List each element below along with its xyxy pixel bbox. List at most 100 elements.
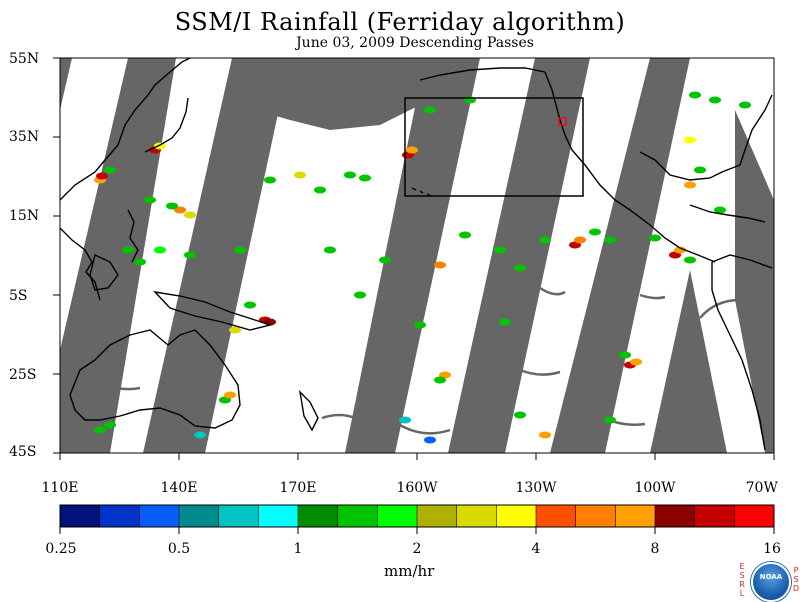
rain-cell-47 <box>714 206 726 214</box>
rain-cell-36 <box>539 236 551 244</box>
colorbar-label-6: 16 <box>763 541 781 557</box>
rain-cell-20 <box>94 426 106 434</box>
rain-cell-44 <box>684 256 696 264</box>
noaa-logo-text: NOAA <box>759 573 783 581</box>
map-subtitle: June 03, 2009 Descending Passes <box>296 35 534 51</box>
swath-gaps <box>60 58 774 453</box>
lat-label-25s: 25S <box>9 367 37 383</box>
rain-cell-1 <box>96 172 108 180</box>
swath-gap-6 <box>550 58 690 453</box>
rain-cell-23 <box>264 176 276 184</box>
rain-cell-13 <box>234 246 246 254</box>
rain-cell-10 <box>154 246 166 254</box>
lon-label-160w: 160W <box>396 480 438 496</box>
swath-gap-0 <box>60 58 72 110</box>
colorbar-label-0: 0.25 <box>45 541 77 557</box>
swath-arc-4 <box>591 409 646 426</box>
lat-label-35n: 35N <box>9 129 40 145</box>
rain-cell-33 <box>459 231 471 239</box>
rain-cell-4 <box>154 142 166 150</box>
swath-gap-2 <box>143 58 290 453</box>
rain-cell-12 <box>184 251 196 259</box>
lat-label-45s: 45S <box>9 444 37 460</box>
asia-coast <box>59 57 191 201</box>
rain-cell-60 <box>324 246 336 254</box>
rain-cell-39 <box>589 228 601 236</box>
lat-label-15n: 15N <box>9 208 40 224</box>
rain-cell-6 <box>166 202 178 210</box>
rain-cell-26 <box>344 171 356 179</box>
rain-cell-63 <box>739 101 751 109</box>
rain-cell-17 <box>229 326 241 334</box>
lon-label-100w: 100W <box>634 480 676 496</box>
swath-gap-4 <box>345 58 480 453</box>
swath-arc-0 <box>99 380 141 391</box>
rain-cell-38 <box>574 236 586 244</box>
swath-arc-7 <box>639 293 666 300</box>
lon-label-110e: 110E <box>41 480 79 496</box>
rain-cell-43 <box>674 246 686 254</box>
rain-cell-46 <box>694 166 706 174</box>
axis-ticks <box>53 57 775 460</box>
rain-cell-32 <box>434 261 446 269</box>
swath-gap-1 <box>60 58 176 453</box>
colorbar-label-2: 1 <box>293 541 303 557</box>
rain-cell-54 <box>539 431 551 439</box>
lon-label-170e: 170E <box>279 480 317 496</box>
rain-cell-49 <box>630 358 642 366</box>
colorbar-units: mm/hr <box>384 562 435 580</box>
caribbean-coast <box>689 204 766 223</box>
rain-cell-62 <box>709 96 721 104</box>
swath-gap-8 <box>735 110 774 453</box>
rain-cell-55 <box>604 416 616 424</box>
rain-cell-64 <box>689 91 701 99</box>
rain-cell-24 <box>294 171 306 179</box>
rain-cell-52 <box>434 376 446 384</box>
south-america-coast <box>711 254 773 451</box>
rain-cell-22 <box>194 431 206 439</box>
rainfall-cells <box>94 91 751 444</box>
map-title: SSM/I Rainfall (Ferriday algorithm) <box>174 8 626 36</box>
region-box <box>404 97 584 197</box>
rain-cell-27 <box>359 174 371 182</box>
north-america-coast <box>544 71 716 263</box>
australia-coast <box>69 329 241 429</box>
colorbar-label-4: 4 <box>531 541 541 557</box>
coastlines <box>59 57 773 451</box>
swath-gap-5 <box>448 58 590 453</box>
swath-gap-3 <box>258 58 430 130</box>
philippines-coast <box>127 209 139 263</box>
rain-cell-66 <box>424 436 436 444</box>
gulf-coast <box>639 94 773 181</box>
rain-cell-35 <box>514 264 526 272</box>
rain-cell-2 <box>104 166 116 174</box>
rain-cell-57 <box>414 321 426 329</box>
rain-cell-30 <box>424 106 436 114</box>
lat-label-5s: 5S <box>9 288 28 304</box>
rain-cell-25 <box>314 186 326 194</box>
lon-label-70w: 70W <box>745 480 778 496</box>
rain-cell-5 <box>174 206 186 214</box>
rain-cell-53 <box>514 411 526 419</box>
new-guinea-coast <box>153 290 273 331</box>
swath-arc-6 <box>539 286 566 296</box>
borneo-coast <box>89 254 119 291</box>
rain-cell-40 <box>604 236 616 244</box>
rain-cell-45 <box>684 181 696 189</box>
rain-cell-29 <box>406 146 418 154</box>
rain-cell-59 <box>379 256 391 264</box>
rain-cell-56 <box>499 318 511 326</box>
rain-cell-50 <box>619 351 631 359</box>
swath-arc-3 <box>519 368 561 376</box>
rain-cell-19 <box>224 391 236 399</box>
new-zealand-coast <box>298 389 319 432</box>
rain-cell-21 <box>104 421 116 429</box>
lon-label-130w: 130W <box>515 480 557 496</box>
rain-cell-61 <box>684 136 696 144</box>
japan-coast <box>144 97 189 153</box>
rain-cell-7 <box>144 196 156 204</box>
colorbar-label-3: 2 <box>412 541 422 557</box>
